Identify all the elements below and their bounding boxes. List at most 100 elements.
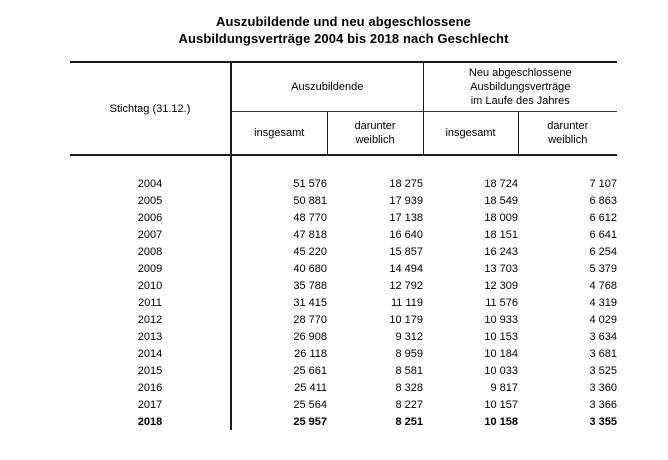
value-cell: 4 319 [589,296,618,309]
value-cell: 25 564 [293,398,327,411]
value-cell: 26 908 [293,330,327,343]
year-cell: 2015 [70,362,232,379]
value-cell: 17 138 [389,211,424,224]
subheader-label: insgesamt [254,127,305,139]
table-row: 2012 28 770 10 179 10 933 4 029 [70,311,617,328]
subheader-label: weiblich [355,134,395,146]
spacer-cell [70,155,232,175]
statistics-table: Stichtag (31.12.) Auszubildende Neu abge… [70,61,618,430]
value-cell: 10 179 [389,313,424,326]
value-cell: 31 415 [293,296,327,309]
value-cell: 10 033 [484,364,519,377]
subheader-darunter-weiblich-1: darunter weiblich [327,111,424,156]
value-cell: 9 312 [395,330,424,343]
value-cell: 50 881 [293,194,327,207]
value-cell: 26 118 [294,347,327,360]
year-cell: 2014 [70,345,232,362]
value-cell: 6 641 [589,228,618,241]
table-row: 2009 40 680 14 494 13 703 5 379 [70,260,617,277]
value-cell: 3 366 [589,398,618,411]
value-cell: 11 576 [485,296,519,309]
value-cell: 12 792 [389,279,424,292]
group2-line-3: im Laufe des Jahres [470,95,570,107]
value-cell: 10 153 [484,330,519,343]
value-cell: 3 360 [589,381,618,394]
year-cell: 2017 [70,396,232,413]
table-body: 2004 51 576 18 275 18 724 7 107 2005 50 881 17 … [70,155,617,430]
value-cell: 18 151 [484,228,519,241]
value-cell: 25 661 [293,364,327,377]
table-row: 2011 31 415 11 119 11 576 4 319 [70,294,617,311]
year-cell: 2011 [70,294,232,311]
value-cell: 6 612 [589,211,618,224]
value-cell: 14 494 [389,262,424,275]
value-cell: 45 220 [293,245,327,258]
year-cell: 2005 [70,192,232,209]
subheader-label: darunter [354,120,396,132]
value-cell: 8 581 [395,364,424,377]
value-cell: 3 681 [589,347,618,360]
value-cell: 51 576 [293,177,327,190]
value-cell: 3 355 [589,415,618,428]
year-cell: 2010 [70,277,232,294]
year-cell: 2012 [70,311,232,328]
value-cell: 6 254 [589,245,618,258]
value-cell: 15 857 [389,245,424,258]
value-cell: 4 768 [589,279,618,292]
group2-line-2: Ausbildungsverträge [470,81,571,93]
value-cell: 10 933 [484,313,519,326]
subheader-insgesamt-2: insgesamt [423,111,519,156]
value-cell: 18 275 [389,177,424,190]
subheader-label: insgesamt [445,127,496,139]
value-cell: 25 957 [293,415,327,428]
value-cell: 35 788 [293,279,327,292]
year-cell: 2009 [70,260,232,277]
value-cell: 5 379 [589,262,618,275]
spacer-cell [231,155,617,175]
value-cell: 8 251 [395,415,424,428]
table-row: 2006 48 770 17 138 18 009 6 612 [70,209,617,226]
table-row: 2014 26 118 8 959 10 184 3 681 [70,345,617,362]
value-cell: 13 703 [484,262,519,275]
year-cell: 2013 [70,328,232,345]
value-cell: 3 634 [589,330,618,343]
column-group-header-auszubildende: Auszubildende [231,61,424,112]
year-cell: 2006 [70,209,232,226]
subheader-label: weiblich [548,134,588,146]
table-header: Stichtag (31.12.) Auszubildende Neu abge… [70,61,618,156]
value-cell: 18 724 [484,177,519,190]
value-cell: 11 119 [391,296,424,309]
value-cell: 28 770 [293,313,327,326]
value-cell: 6 863 [589,194,618,207]
group2-line-1: Neu abgeschlossene [468,67,572,79]
value-cell: 17 939 [389,194,424,207]
spacer-row [70,155,617,175]
page-title: Auszubildende und neu abgeschlossene Aus… [70,13,617,47]
value-cell: 40 680 [293,262,327,275]
value-cell: 8 328 [395,381,424,394]
value-cell: 18 549 [484,194,519,207]
value-cell: 8 959 [395,347,424,360]
value-cell: 12 309 [484,279,519,292]
table-row: 2007 47 818 16 640 18 151 6 641 [70,226,617,243]
year-cell: 2004 [70,175,232,192]
year-cell: 2018 [70,413,232,430]
title-line-1: Auszubildende und neu abgeschlossene [216,14,471,29]
value-cell: 16 640 [389,228,424,241]
table-row: 2004 51 576 18 275 18 724 7 107 [70,175,617,192]
table-row: 2005 50 881 17 939 18 549 6 863 [70,192,617,209]
title-line-2: Ausbildungsverträge 2004 bis 2018 nach G… [178,31,509,46]
table-row: 2013 26 908 9 312 10 153 3 634 [70,328,617,345]
value-cell: 8 227 [395,398,424,411]
subheader-label: darunter [547,120,589,132]
subheader-insgesamt-1: insgesamt [231,111,328,156]
value-cell: 10 158 [484,415,519,428]
value-cell: 10 157 [484,398,519,411]
value-cell: 18 009 [484,211,519,224]
value-cell: 47 818 [293,228,327,241]
table-row: 2008 45 220 15 857 16 243 6 254 [70,243,617,260]
year-cell: 2008 [70,243,232,260]
value-cell: 16 243 [484,245,519,258]
table-row: 2018 25 957 8 251 10 158 3 355 [70,413,617,430]
value-cell: 10 184 [484,347,519,360]
